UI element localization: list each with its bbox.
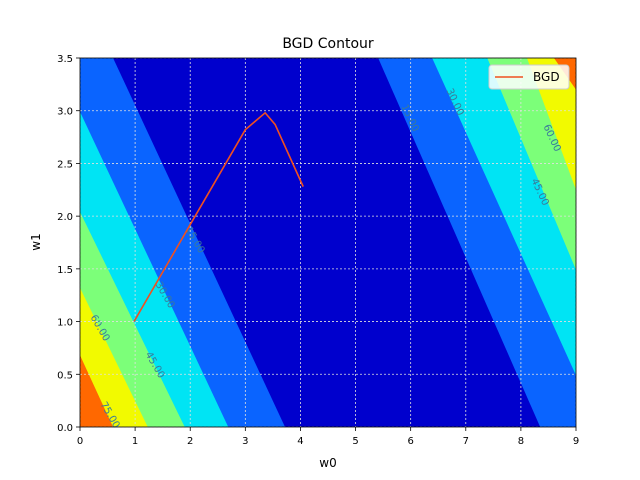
series-line [133, 111, 304, 322]
x-tick-label: 9 [573, 436, 579, 447]
x-tick-label: 3 [242, 436, 248, 447]
contour-band [526, 58, 576, 190]
legend-box [488, 64, 570, 90]
y-tick-label: 3.5 [57, 54, 73, 65]
x-axis-label: w0 [319, 456, 336, 470]
y-tick-label: 2.0 [57, 212, 73, 223]
y-tick-label: 0.0 [57, 423, 73, 434]
x-tick-label: 4 [297, 436, 303, 447]
x-tick-label: 0 [77, 436, 83, 447]
y-tick-label: 2.5 [57, 159, 73, 170]
x-tick-label: 8 [518, 436, 524, 447]
legend-label: BGD [533, 70, 560, 84]
x-tick-label: 7 [463, 436, 469, 447]
plot-frame [79, 57, 577, 428]
x-tick-label: 6 [407, 436, 413, 447]
chart-title: BGD Contour [282, 36, 374, 52]
y-tick-label: 0.5 [57, 370, 73, 381]
y-tick-label: 1.5 [57, 265, 73, 276]
x-tick-label: 1 [132, 436, 138, 447]
y-tick-label: 3.0 [57, 107, 73, 118]
contour-band [80, 355, 114, 427]
y-tick-label: 1.0 [57, 318, 73, 329]
y-axis-label: w1 [29, 233, 43, 250]
x-tick-label: 2 [187, 436, 193, 447]
x-tick-label: 5 [352, 436, 358, 447]
